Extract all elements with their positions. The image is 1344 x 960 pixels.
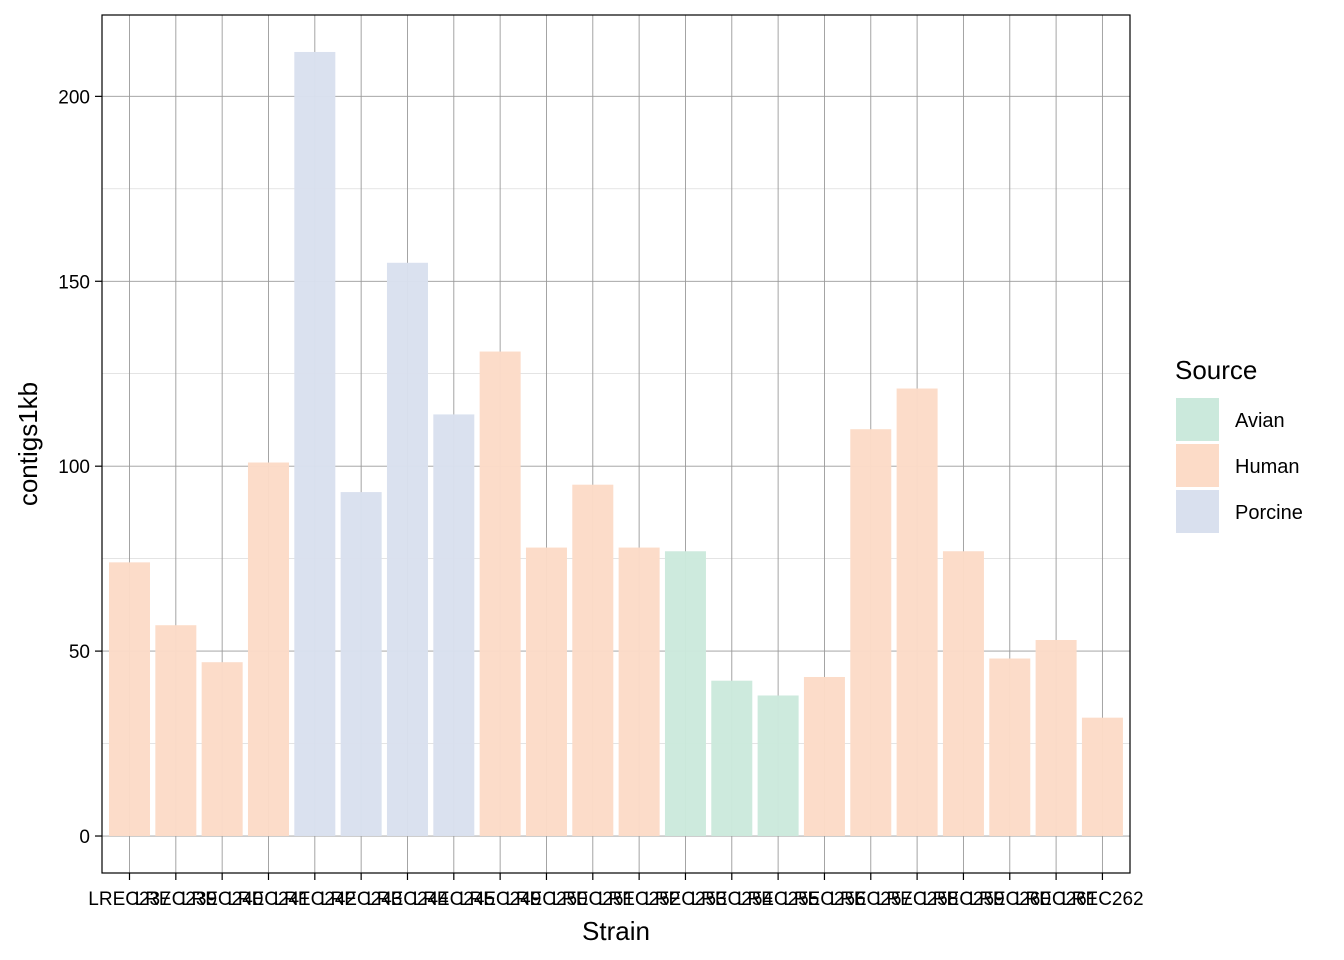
bar-lrec240	[201, 662, 243, 837]
bar-lrec262	[1081, 717, 1123, 837]
y-axis-title: contigs1kb	[13, 382, 43, 506]
x-tick-label: LREC259	[922, 889, 1004, 910]
bar-lrec259	[942, 551, 984, 837]
bar-lrec237	[109, 562, 150, 837]
x-tick-label: LREC244	[366, 889, 449, 910]
x-tick-label: LREC251	[552, 889, 634, 910]
legend-swatch-avian	[1176, 398, 1219, 441]
x-tick-label: LREC253	[644, 889, 726, 910]
panel-border	[101, 14, 1131, 874]
y-tick-label: 200	[58, 87, 90, 108]
bar-lrec261	[1035, 640, 1077, 837]
bar-lrec243	[340, 492, 382, 837]
bar-lrec255	[757, 695, 799, 837]
legend: Source Avian Human Porcine	[1175, 355, 1303, 533]
x-tick-label: LREC261	[1015, 889, 1097, 910]
y-tick-label: 0	[79, 827, 90, 848]
bars	[109, 51, 1123, 837]
x-axis: LREC237LREC239LREC240LREC241LREC242LREC2…	[88, 873, 1144, 910]
x-tick-label: LREC262	[1061, 889, 1143, 910]
x-tick-label: LREC241	[227, 889, 309, 910]
legend-title: Source	[1175, 355, 1257, 385]
x-tick-label: LREC252	[598, 889, 680, 910]
legend-label-human: Human	[1235, 456, 1299, 478]
x-tick-label: LREC240	[181, 889, 263, 910]
bar-lrec242	[294, 51, 336, 837]
y-tick-label: 150	[58, 272, 90, 293]
x-tick-label: LREC250	[505, 889, 587, 910]
legend-label-porcine: Porcine	[1235, 502, 1303, 524]
bar-lrec253	[664, 551, 706, 837]
x-tick-label: LREC243	[320, 889, 402, 910]
legend-label-avian: Avian	[1235, 410, 1285, 432]
bar-lrec252	[618, 547, 660, 837]
legend-swatch-porcine	[1176, 490, 1219, 533]
bar-lrec250	[525, 547, 567, 837]
x-tick-label: LREC254	[691, 889, 774, 910]
bar-lrec251	[572, 484, 614, 837]
legend-swatch-human	[1176, 444, 1219, 487]
x-tick-label: LREC258	[876, 889, 958, 910]
bar-lrec244	[386, 262, 428, 837]
x-tick-label: LREC237	[88, 889, 170, 910]
bar-lrec257	[850, 429, 892, 837]
x-tick-label: LREC245	[413, 889, 495, 910]
bar-lrec249	[479, 351, 521, 837]
y-axis: 0 50 100 150 200	[58, 87, 102, 848]
bar-lrec239	[155, 625, 197, 837]
x-tick-label: LREC260	[969, 889, 1051, 910]
x-tick-label: LREC257	[830, 889, 912, 910]
x-tick-label: LREC249	[459, 889, 541, 910]
bar-lrec241	[247, 462, 289, 837]
bar-lrec260	[989, 658, 1031, 837]
y-tick-label: 50	[69, 642, 90, 663]
x-tick-label: LREC239	[135, 889, 217, 910]
y-tick-label: 100	[58, 457, 90, 478]
bar-lrec245	[433, 414, 475, 837]
x-tick-label: LREC255	[737, 889, 819, 910]
x-axis-title: Strain	[582, 916, 650, 946]
bar-lrec256	[803, 676, 845, 837]
x-tick-label: LREC242	[274, 889, 356, 910]
bar-lrec254	[711, 680, 753, 837]
x-tick-label: LREC256	[783, 889, 865, 910]
bar-lrec258	[896, 388, 938, 837]
